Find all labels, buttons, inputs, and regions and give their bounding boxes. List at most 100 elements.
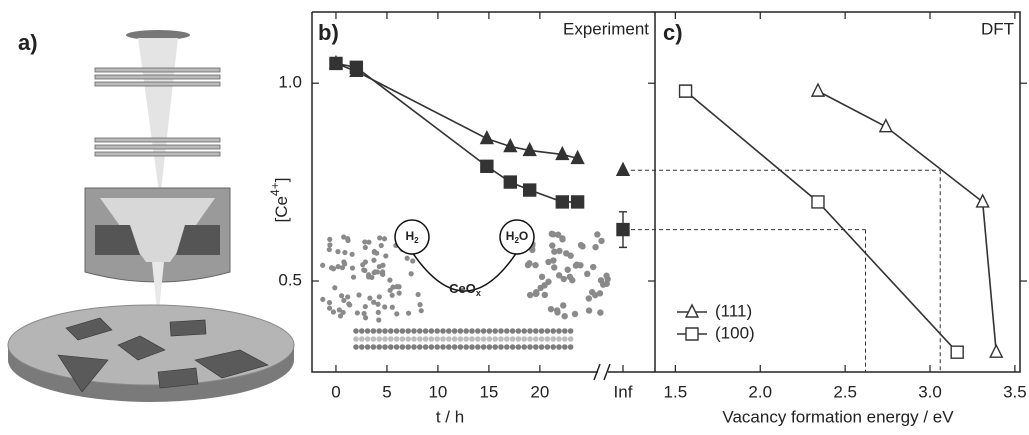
data-point — [555, 195, 570, 209]
lattice-atom — [417, 336, 423, 342]
particle — [551, 264, 558, 271]
particle — [556, 247, 563, 255]
lattice-atom — [359, 344, 365, 350]
panel-label: a) — [18, 30, 38, 55]
particle — [560, 302, 567, 309]
inset-sub: 2 — [414, 236, 419, 245]
lattice-atom — [498, 328, 504, 334]
particle — [584, 270, 591, 278]
particle — [396, 290, 402, 296]
inset-text: H — [506, 229, 515, 243]
x-tick-label: 3.0 — [918, 382, 942, 401]
lattice-atom — [376, 328, 383, 334]
data-point — [989, 343, 1004, 358]
lattice-atom — [492, 344, 499, 350]
lattice-atom — [411, 336, 417, 342]
particle — [553, 307, 561, 314]
lattice-atom — [509, 328, 516, 334]
lattice-atom — [393, 328, 400, 334]
lattice-atom — [463, 344, 470, 350]
lattice-atom — [440, 336, 446, 342]
particle — [545, 258, 552, 266]
x-tick-label: 10 — [428, 382, 447, 401]
particle — [330, 309, 337, 315]
particle — [341, 297, 347, 304]
lattice-atom — [550, 336, 556, 342]
lattice-atom — [446, 344, 452, 350]
inf-point — [616, 222, 630, 237]
particle — [418, 308, 424, 314]
particle — [326, 246, 332, 253]
data-point — [570, 195, 585, 209]
lattice-atom — [382, 328, 388, 334]
lattice-atom — [399, 344, 406, 350]
data-point — [503, 175, 518, 189]
particle — [566, 273, 574, 281]
lattice-atom — [405, 336, 412, 342]
lattice-atom — [469, 344, 475, 350]
charts: 0.5 1.0 0 5 10 15 20 Inf t / h [Ce4+] b) Experiment… — [268, 11, 1027, 426]
particle — [374, 250, 380, 256]
particle — [381, 236, 388, 242]
particle — [592, 243, 599, 251]
corner-label: DFT — [981, 19, 1014, 38]
particle — [378, 242, 384, 249]
legend-label: (111) — [715, 301, 752, 320]
lattice-atom — [556, 336, 562, 342]
particle — [592, 291, 599, 299]
molecule-circle — [394, 219, 430, 255]
inset-label: H2 — [405, 229, 419, 245]
particle — [327, 242, 333, 248]
pole-pieces — [95, 225, 220, 255]
data-point — [975, 193, 990, 208]
lattice-atom — [463, 328, 470, 334]
data-point — [950, 345, 964, 359]
particle — [377, 235, 383, 241]
lattice-atom — [544, 336, 551, 342]
particle — [379, 271, 385, 277]
particle — [389, 304, 395, 310]
lattice-atom — [451, 344, 458, 350]
particle — [345, 294, 351, 300]
particle — [339, 265, 346, 271]
lattice-atom — [457, 328, 464, 334]
particle — [374, 269, 381, 275]
particle — [383, 253, 389, 259]
x-tick-label: Inf — [614, 382, 633, 401]
particle — [561, 312, 568, 320]
y-axis-label: [Ce4+] — [268, 178, 291, 223]
lattice-atom — [359, 336, 365, 342]
lattice-atom — [446, 328, 452, 334]
data-point — [522, 183, 537, 197]
lattice-atom — [399, 336, 406, 342]
data-point — [329, 56, 343, 71]
x-tick-label: 2.0 — [748, 382, 772, 401]
inset-sub: 2 — [514, 236, 519, 245]
lattice-atom — [428, 344, 435, 350]
lattice-atom — [544, 328, 551, 334]
particle — [585, 295, 593, 302]
lattice-atom — [533, 336, 539, 342]
lattice-atom — [475, 336, 481, 342]
lattice-atom — [486, 328, 493, 334]
particle — [371, 257, 377, 263]
particle — [349, 251, 355, 257]
lattice-atom — [521, 328, 527, 334]
inset-sub: x — [476, 288, 481, 298]
lattice-atom — [382, 336, 388, 342]
particle — [326, 300, 333, 306]
particle — [337, 313, 344, 319]
particle — [342, 249, 348, 256]
lattice-atom — [370, 328, 377, 334]
x-tick-label: 1.5 — [664, 382, 688, 401]
inset-label: CeOx — [449, 281, 481, 298]
particle — [366, 239, 372, 245]
lattice-atom — [550, 328, 556, 334]
lattice-atom — [364, 344, 371, 350]
particle — [597, 309, 604, 316]
particle — [346, 301, 352, 307]
lattice-atom — [388, 344, 394, 350]
lattice-atom — [382, 344, 388, 350]
y-tick-label: 1.0 — [278, 73, 302, 92]
lattice-atom — [422, 344, 429, 350]
